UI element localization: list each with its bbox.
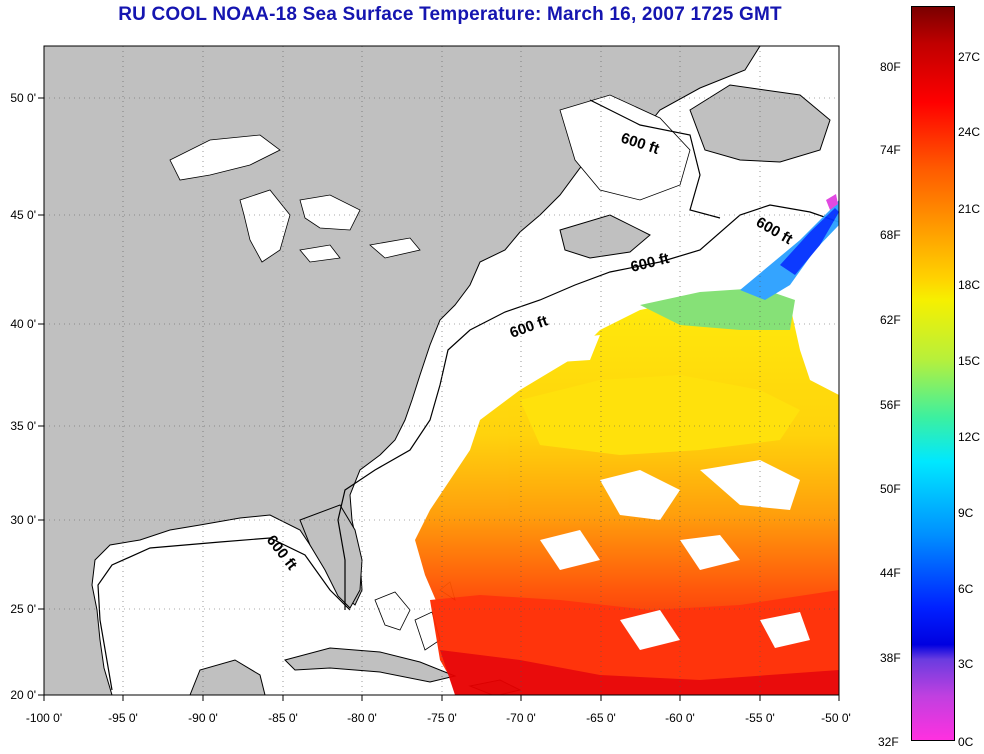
sst-map: 600 ft 600 ft 600 ft 600 ft 600 ft -100 … bbox=[10, 45, 851, 725]
colorbar-f-label: 74F bbox=[880, 143, 901, 157]
lat-label: 50 0' bbox=[10, 91, 36, 105]
lon-label: -90 0' bbox=[188, 711, 218, 725]
graticule bbox=[44, 46, 839, 695]
gulf-st-lawrence bbox=[559, 94, 691, 201]
lat-label: 35 0' bbox=[10, 419, 36, 433]
tick-marks bbox=[38, 97, 840, 701]
lat-label: 40 0' bbox=[10, 317, 36, 331]
land-cuba bbox=[284, 647, 457, 683]
colorbar-f-label: 44F bbox=[880, 566, 901, 580]
land-yucatan bbox=[189, 659, 266, 695]
colorbar-f-label: 62F bbox=[880, 313, 901, 327]
contour-600ft-north bbox=[589, 99, 721, 219]
lat-label: 25 0' bbox=[10, 602, 36, 616]
map-title: RU COOL NOAA-18 Sea Surface Temperature:… bbox=[118, 4, 782, 25]
colorbar-c-label: 6C bbox=[958, 582, 974, 596]
great-lakes bbox=[169, 134, 421, 263]
colorbar-c-label: 12C bbox=[958, 430, 981, 444]
land-florida bbox=[299, 504, 363, 609]
colorbar-c-label: 3C bbox=[958, 657, 974, 671]
colorbar-c-label: 27C bbox=[958, 50, 981, 64]
colorbar-c-label: 24C bbox=[958, 125, 981, 139]
lon-label: -85 0' bbox=[268, 711, 298, 725]
colorbar-f-label: 80F bbox=[880, 60, 901, 74]
colorbar-c-label: 21C bbox=[958, 202, 981, 216]
colorbar-c-label: 0C bbox=[958, 735, 974, 749]
colorbar-f-label: 38F bbox=[880, 651, 901, 665]
colorbar-c-label: 9C bbox=[958, 506, 974, 520]
land-north-america bbox=[44, 46, 761, 695]
colorbar-f-label: 50F bbox=[880, 482, 901, 496]
lon-label: -60 0' bbox=[665, 711, 695, 725]
colorbar-c-label: 15C bbox=[958, 354, 981, 368]
colorbar-f-label: 56F bbox=[880, 398, 901, 412]
colorbar-f-label: 32F bbox=[878, 735, 899, 749]
colorbar-f-label: 68F bbox=[880, 228, 901, 242]
temperature-colorbar bbox=[911, 6, 955, 741]
lat-label: 30 0' bbox=[10, 513, 36, 527]
lon-label: -65 0' bbox=[586, 711, 616, 725]
lon-label: -100 0' bbox=[26, 711, 62, 725]
sst-overlay bbox=[415, 194, 839, 695]
lon-label: -75 0' bbox=[427, 711, 457, 725]
lat-label: 45 0' bbox=[10, 208, 36, 222]
lon-label: -50 0' bbox=[821, 711, 851, 725]
contour-600ft bbox=[97, 204, 839, 691]
lon-label: -95 0' bbox=[108, 711, 138, 725]
lat-label: 20 0' bbox=[10, 688, 36, 702]
land-newfoundland bbox=[689, 84, 831, 163]
lon-label: -55 0' bbox=[745, 711, 775, 725]
colorbar-c-label: 18C bbox=[958, 278, 981, 292]
lon-label: -70 0' bbox=[506, 711, 536, 725]
lon-label: -80 0' bbox=[347, 711, 377, 725]
